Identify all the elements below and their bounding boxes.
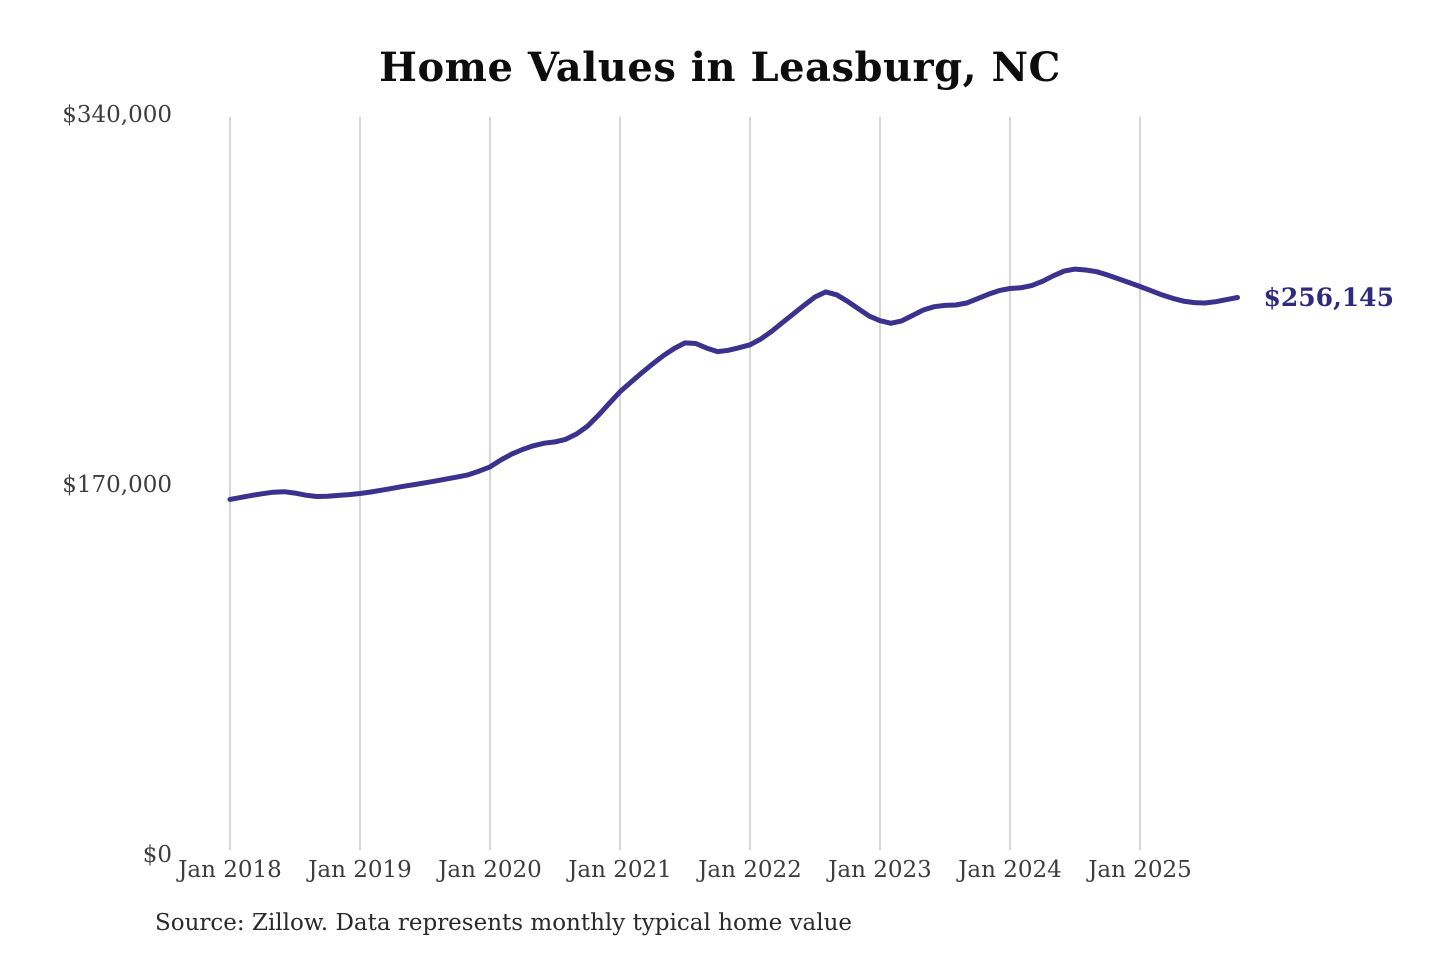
x-axis-tick-label: Jan 2024 (958, 857, 1062, 883)
y-axis-tick-label: $0 (142, 842, 172, 868)
x-axis-tick-label: Jan 2025 (1088, 857, 1192, 883)
x-axis-tick-label: Jan 2022 (698, 857, 802, 883)
x-axis-tick-label: Jan 2023 (828, 857, 932, 883)
y-axis-tick-label: $170,000 (62, 472, 172, 498)
source-note: Source: Zillow. Data represents monthly … (155, 910, 853, 936)
latest-value-label: $256,145 (1263, 282, 1394, 312)
y-axis-tick-label: $340,000 (62, 102, 172, 128)
chart-title: Home Values in Leasburg, NC (379, 44, 1061, 91)
x-axis-tick-label: Jan 2019 (308, 857, 412, 883)
home-value-line (227, 266, 1240, 502)
x-axis-tick-label: Jan 2018 (178, 857, 282, 883)
x-axis-tick-label: Jan 2021 (568, 857, 672, 883)
x-axis-tick-label: Jan 2020 (438, 857, 542, 883)
